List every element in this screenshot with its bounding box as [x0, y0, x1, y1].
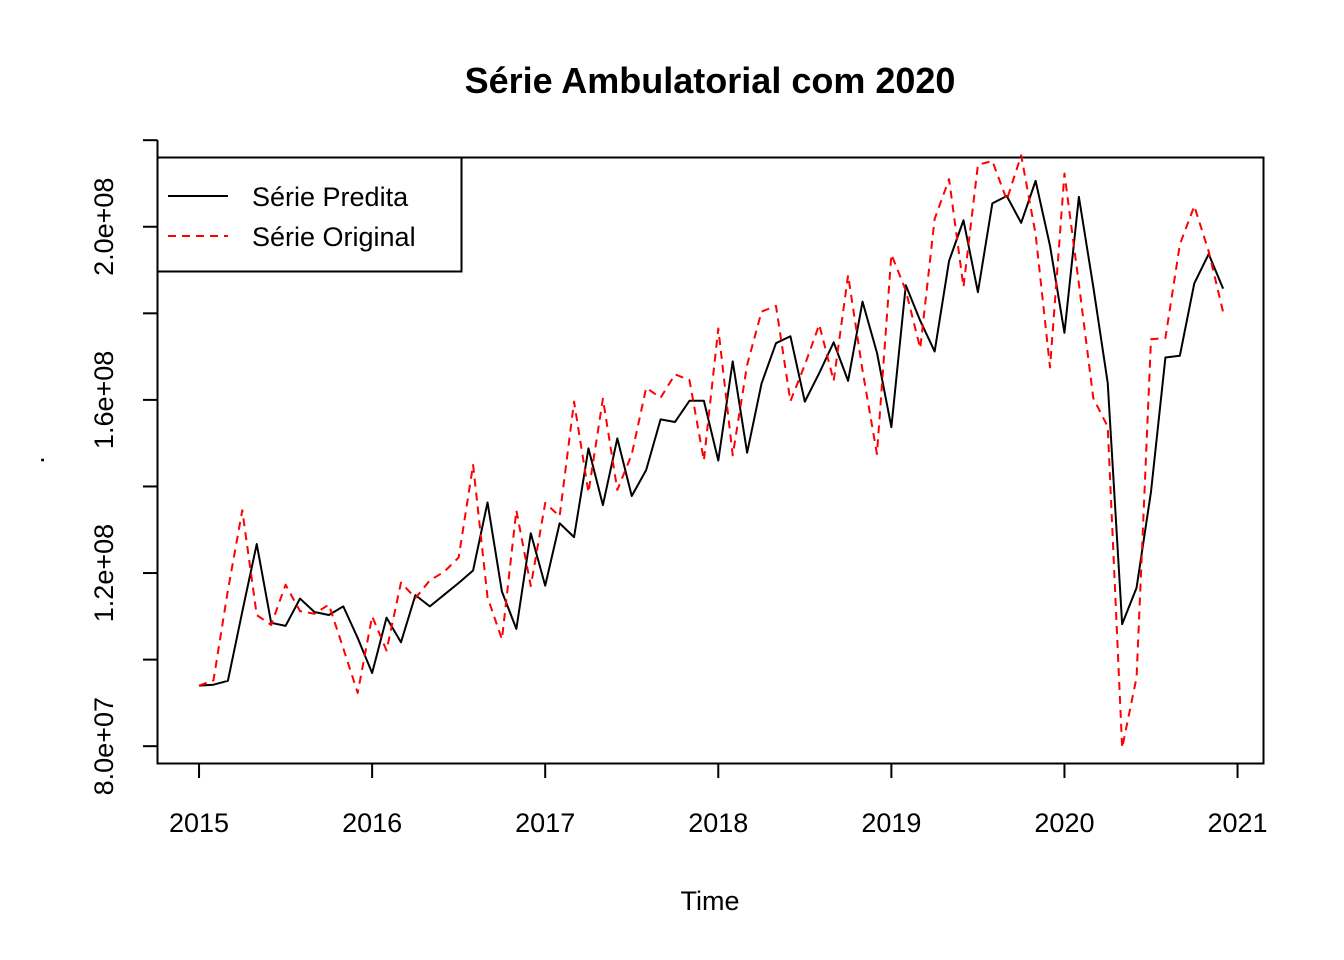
legend-label-predita: Série Predita	[252, 182, 409, 212]
x-tick-label: 2016	[342, 808, 402, 838]
y-axis-label: .	[20, 456, 50, 464]
x-axis: 2015 2016 2017 2018 2019 2020 2021	[169, 762, 1268, 838]
series-line-predita	[198, 179, 1225, 687]
chart-title: Série Ambulatorial com 2020	[465, 60, 956, 101]
y-tick-label: 1.2e+08	[89, 524, 119, 622]
x-tick-label: 2021	[1207, 808, 1267, 838]
x-tick-label: 2018	[688, 808, 748, 838]
legend-box	[156, 156, 463, 273]
x-tick-label: 2019	[861, 808, 921, 838]
x-tick-label: 2017	[515, 808, 575, 838]
x-axis-label: Time	[681, 886, 740, 916]
x-tick-label: 2020	[1034, 808, 1094, 838]
x-tick-label: 2015	[169, 808, 229, 838]
y-tick-label: 1.6e+08	[89, 351, 119, 449]
y-tick-label: 8.0e+07	[89, 697, 119, 795]
y-axis: 8.0e+07 1.2e+08 1.6e+08 2.0e+08	[89, 139, 159, 795]
series-layer	[198, 154, 1225, 749]
legend: Série Predita Série Original	[156, 156, 463, 273]
legend-label-original: Série Original	[252, 222, 416, 252]
y-tick-label: 2.0e+08	[89, 178, 119, 276]
